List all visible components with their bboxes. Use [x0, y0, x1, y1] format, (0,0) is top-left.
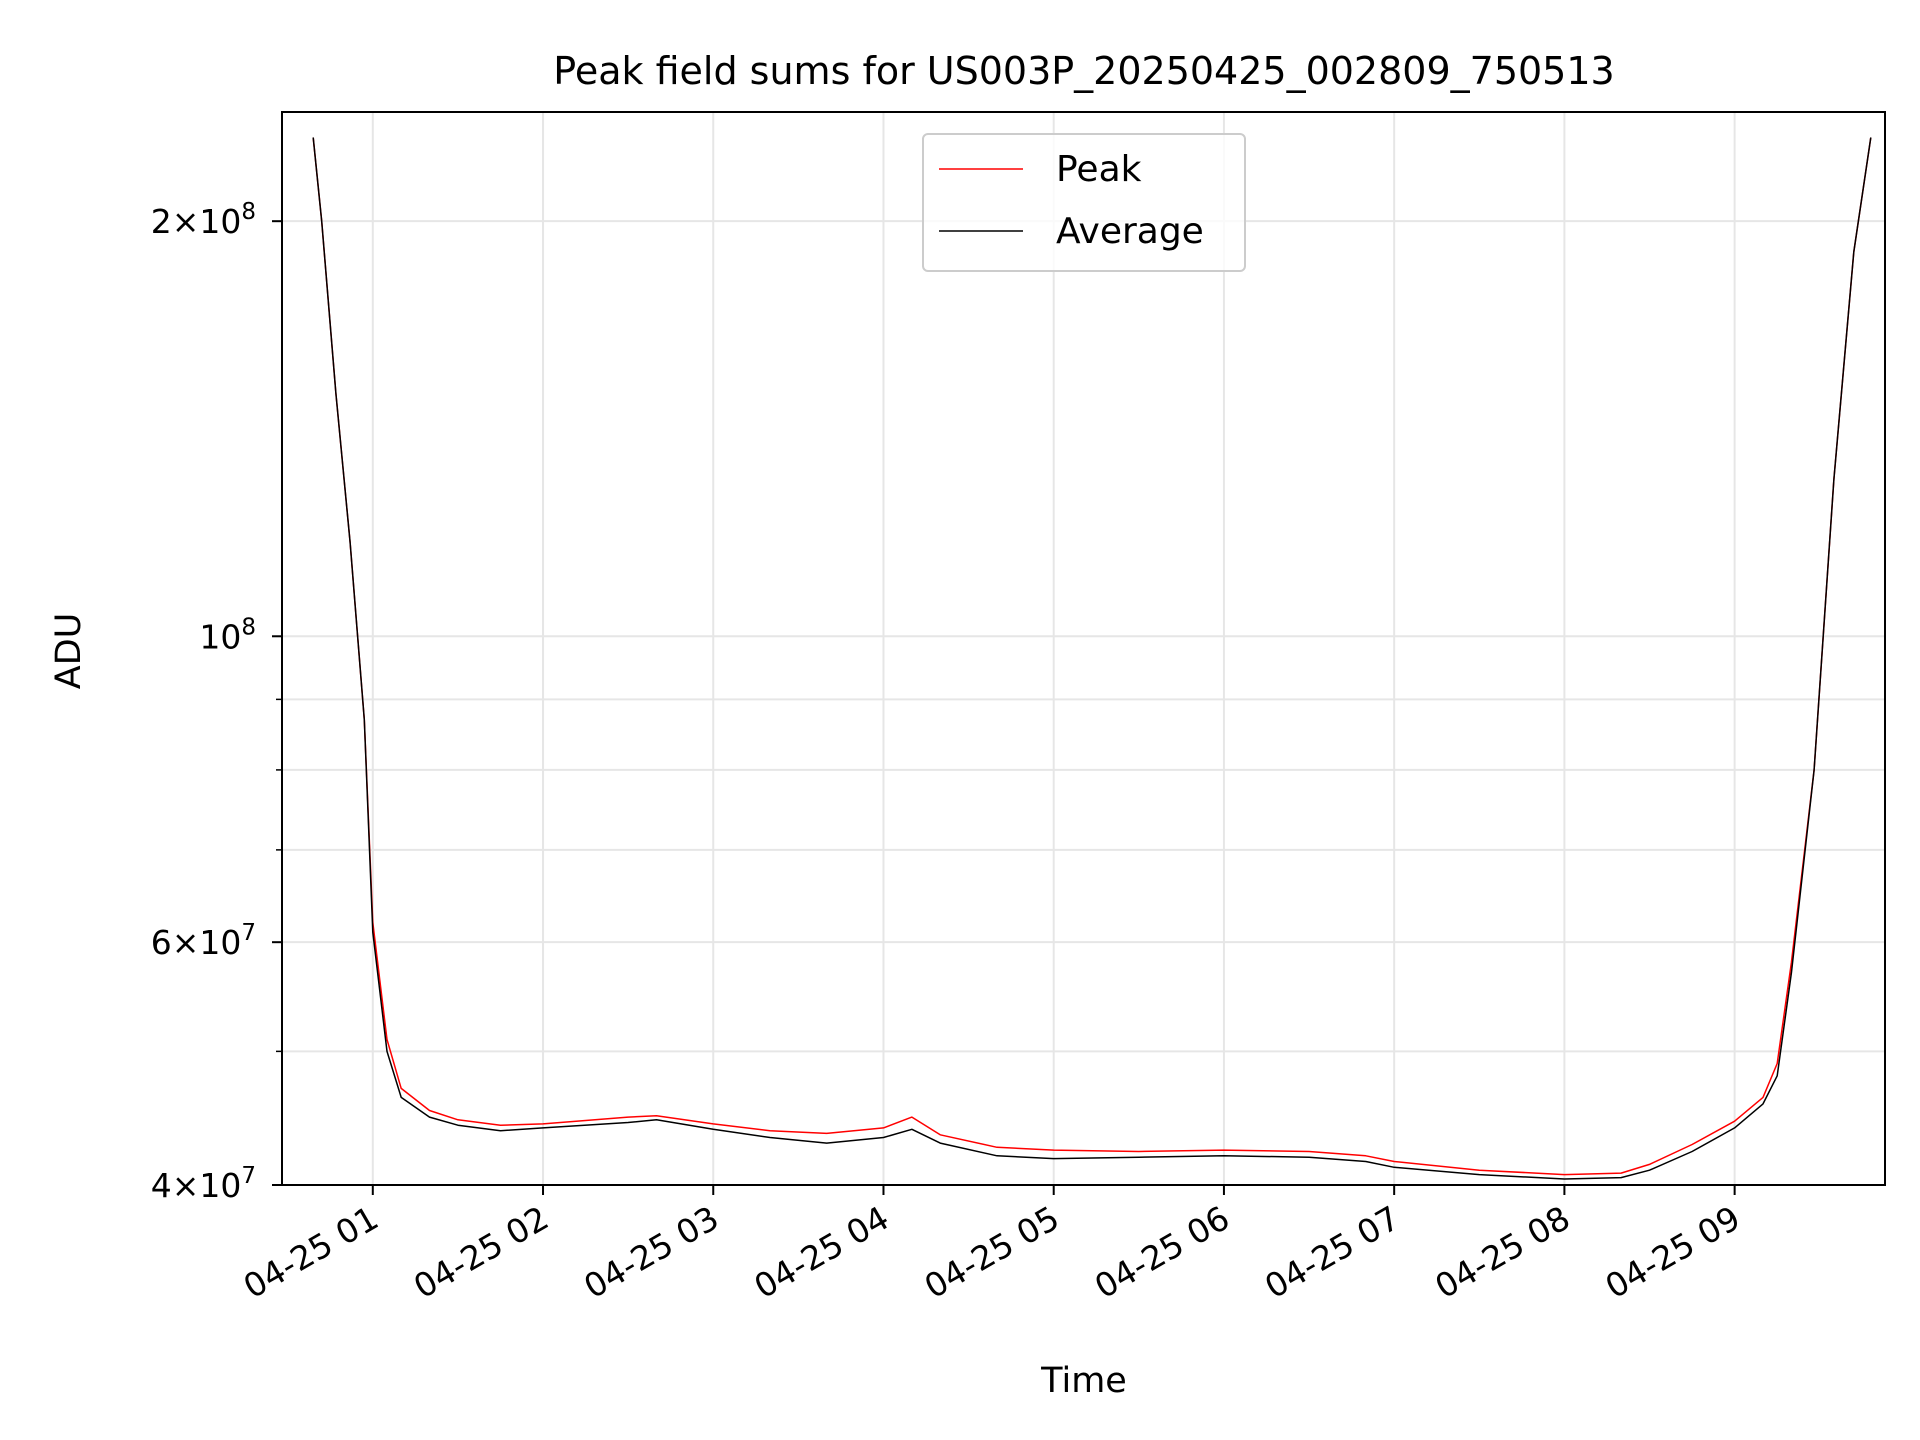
y-tick-label: 108	[199, 614, 256, 656]
chart-title: Peak field sums for US003P_20250425_0028…	[553, 49, 1614, 93]
x-axis-label: Time	[1040, 1361, 1127, 1401]
legend-peak-label: Peak	[1056, 149, 1142, 190]
y-axis-label: ADU	[49, 613, 89, 690]
plot-frame	[281, 111, 1886, 1186]
y-tick-label: 6×107	[151, 920, 256, 962]
legend-average-label: Average	[1056, 211, 1204, 252]
series-line-average	[312, 137, 1872, 1180]
series-line-peak	[312, 137, 1872, 1176]
y-tick-label: 4×107	[151, 1163, 256, 1205]
series-layer	[312, 137, 1872, 1180]
y-tick-label: 2×108	[151, 199, 256, 241]
legend: Peak Average	[922, 133, 1246, 272]
